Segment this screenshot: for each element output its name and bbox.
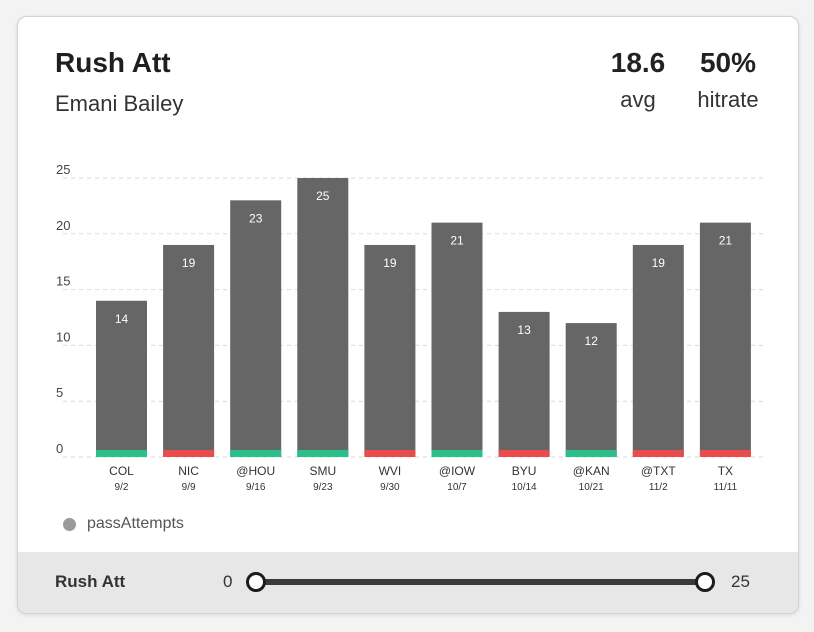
- bar: [297, 178, 349, 457]
- x-tick-label: WVI: [379, 464, 402, 478]
- x-tick-date: 10/14: [512, 482, 537, 493]
- x-tick-label: @IOW: [439, 464, 476, 478]
- bar-outcome-strip: [297, 450, 349, 457]
- legend[interactable]: passAttempts: [63, 515, 184, 533]
- bar-outcome-strip: [498, 450, 550, 457]
- bar: [163, 244, 215, 457]
- bar-value-label: 14: [115, 312, 129, 326]
- bar-outcome-strip: [364, 450, 416, 457]
- y-tick-label: 0: [56, 441, 63, 456]
- y-tick-label: 20: [56, 218, 70, 233]
- x-tick-date: 10/7: [447, 482, 467, 493]
- avg-stat: 18.6 avg: [603, 47, 673, 113]
- bar-value-label: 25: [316, 189, 330, 203]
- bar: [699, 222, 751, 457]
- x-tick-label: BYU: [512, 464, 537, 478]
- bar-outcome-strip: [632, 450, 684, 457]
- bar: [96, 300, 147, 457]
- y-tick-label: 25: [56, 162, 70, 177]
- bar-value-label: 19: [182, 256, 196, 270]
- slider-max-label: 25: [731, 572, 750, 591]
- stat-title: Rush Att: [55, 47, 171, 78]
- x-tick-date: 9/30: [380, 482, 400, 493]
- x-tick-date: 9/2: [115, 482, 129, 493]
- bar-value-label: 12: [585, 334, 599, 348]
- y-tick-label: 5: [56, 385, 63, 400]
- slider-min-handle[interactable]: [246, 572, 266, 592]
- bar: [431, 222, 483, 457]
- bar-chart: 0 5 10 15 20 25 14 COL 9/2 19 NIC 9/9 23 @HOU 9/16 25 SM…: [56, 162, 764, 493]
- bar: [230, 200, 282, 457]
- x-tick-date: 11/11: [714, 482, 738, 493]
- filter-label: Rush Att: [55, 572, 126, 591]
- legend-label: passAttempts: [87, 515, 184, 532]
- bar-value-label: 21: [450, 234, 464, 248]
- avg-label: avg: [620, 87, 656, 112]
- bar-outcome-strip: [565, 450, 617, 457]
- legend-dot-icon: [63, 517, 76, 531]
- x-tick-label: SMU: [309, 464, 336, 478]
- bar-outcome-strip: [699, 450, 751, 457]
- bar: [498, 311, 550, 457]
- hitrate-stat: 50% hitrate: [690, 47, 766, 113]
- hitrate-label: hitrate: [697, 87, 759, 112]
- bar: [565, 323, 617, 457]
- slider-max-handle[interactable]: [695, 572, 715, 592]
- bar-value-label: 13: [517, 323, 531, 337]
- bar-outcome-strip: [96, 450, 147, 457]
- x-tick-date: 9/9: [182, 482, 196, 493]
- x-tick-date: 9/16: [246, 482, 266, 493]
- slider-min-label: 0: [223, 572, 233, 591]
- x-tick-date: 9/23: [313, 482, 333, 493]
- x-tick-label: @HOU: [236, 464, 275, 478]
- bar: [364, 244, 416, 457]
- x-tick-label: TX: [718, 464, 733, 478]
- bar-value-label: 23: [249, 211, 263, 225]
- bar-value-label: 19: [652, 256, 666, 270]
- x-tick-date: 11/2: [649, 482, 668, 493]
- bar-outcome-strip: [163, 450, 215, 457]
- range-filter: Rush Att 0 25: [18, 552, 798, 613]
- bar-value-label: 19: [383, 256, 397, 270]
- slider-track[interactable]: [256, 579, 706, 585]
- y-tick-label: 10: [56, 329, 70, 344]
- x-tick-label: @KAN: [573, 464, 610, 478]
- bar-outcome-strip: [431, 450, 483, 457]
- bar-value-label: 21: [719, 234, 733, 248]
- bar: [632, 244, 684, 457]
- hitrate-value: 50%: [699, 47, 757, 78]
- x-tick-label: @TXT: [641, 464, 677, 478]
- y-tick-label: 15: [56, 274, 70, 289]
- bar-outcome-strip: [230, 450, 282, 457]
- prop-card: Rush Att Emani Bailey 18.6 avg 50% hitra…: [17, 16, 799, 614]
- player-name: Emani Bailey: [55, 91, 184, 116]
- x-tick-label: COL: [109, 464, 134, 478]
- x-tick-label: NIC: [178, 464, 199, 478]
- x-tick-date: 10/21: [579, 482, 604, 493]
- avg-value: 18.6: [610, 47, 666, 78]
